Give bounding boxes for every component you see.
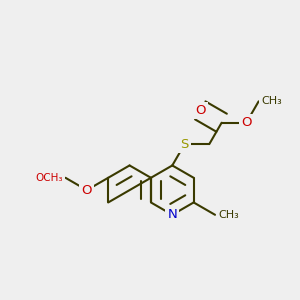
Text: CH₃: CH₃ [262, 96, 282, 106]
Text: CH₃: CH₃ [218, 210, 239, 220]
Text: O: O [266, 95, 277, 108]
Text: O: O [241, 116, 251, 129]
Text: OCH₃: OCH₃ [35, 173, 62, 183]
Text: S: S [180, 138, 189, 151]
Text: N: N [167, 208, 177, 221]
Text: O: O [195, 104, 206, 117]
Text: O: O [82, 184, 92, 196]
